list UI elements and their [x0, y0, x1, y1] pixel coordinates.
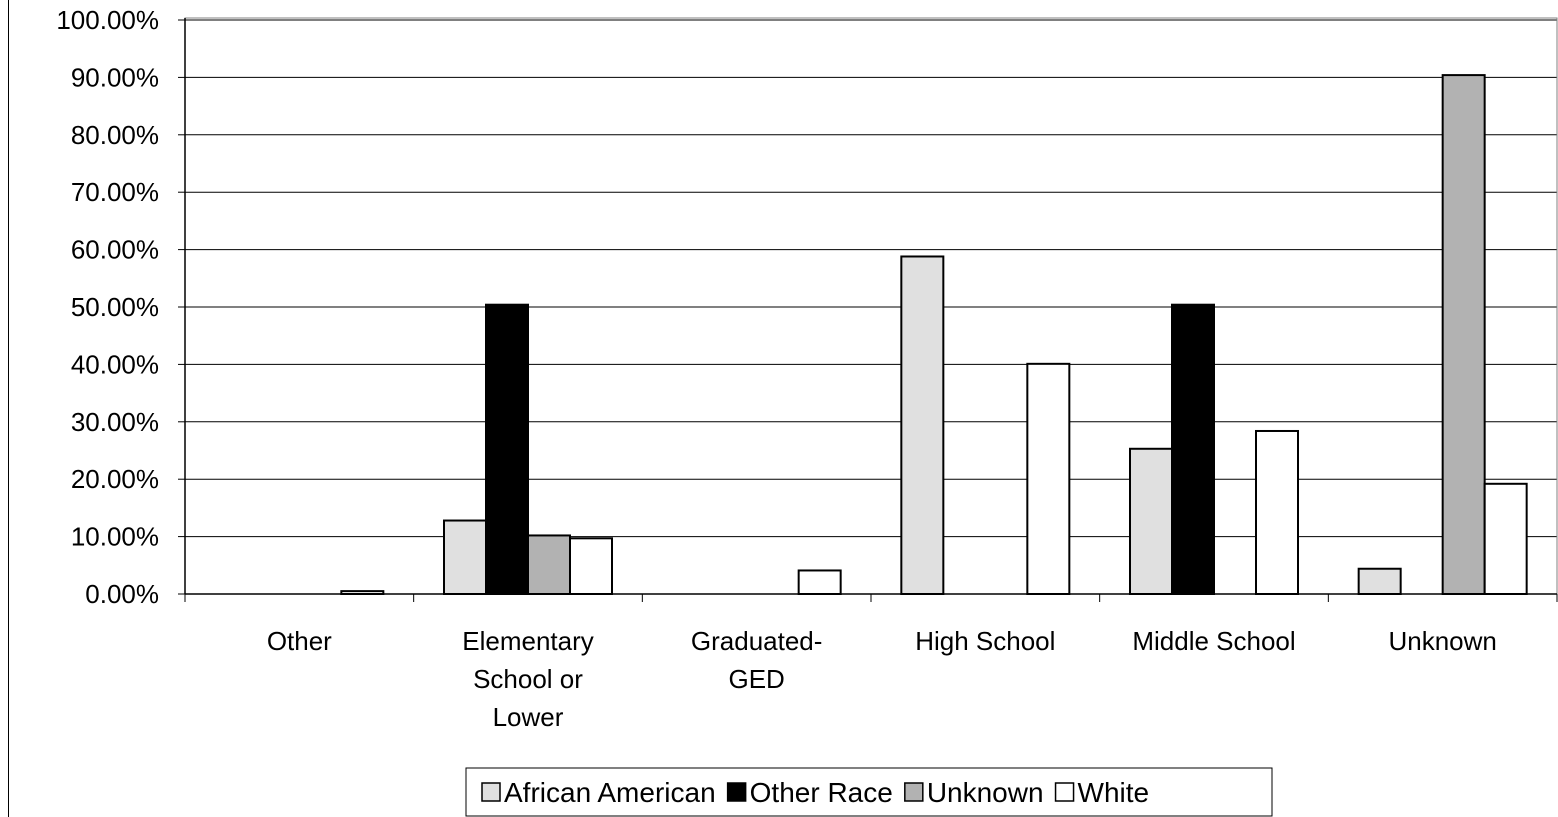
page-frame-line [8, 0, 9, 817]
bar [1171, 303, 1215, 595]
bars [340, 74, 1528, 596]
legend-box [465, 767, 1273, 817]
bar [900, 255, 945, 595]
x-tick-label: Middle School [1132, 626, 1295, 656]
y-tick-label: 20.00% [71, 464, 159, 494]
y-axis: 0.00% 10.00% 20.00% 30.00% 40.00% 50.00% 60.00… [56, 5, 186, 609]
y-tick-label: 60.00% [71, 235, 159, 265]
bar [485, 303, 529, 595]
legend: African American Other Race Unknown White [465, 767, 1273, 817]
x-axis: Other Elementary School or Lower Graduated-G… [184, 593, 1558, 732]
y-tick-label: 10.00% [71, 522, 159, 552]
x-tick-label: Elementary School or Lower [462, 626, 594, 732]
x-tick-label: High School [915, 626, 1055, 656]
bar [443, 519, 487, 596]
y-tick-label: 50.00% [71, 292, 159, 322]
bar [1441, 74, 1486, 595]
x-tick-label: Other [267, 626, 332, 656]
legend-label: Other Race [750, 777, 893, 808]
legend-swatch [726, 782, 747, 802]
legend-label: African American [504, 777, 716, 808]
bar [1255, 429, 1299, 596]
y-tick-label: 30.00% [71, 407, 159, 437]
y-tick-label: 0.00% [85, 579, 159, 609]
bar [1483, 482, 1528, 595]
x-tick-label: Graduated-GED [691, 626, 823, 694]
legend-label: Unknown [927, 777, 1044, 808]
y-tick-label: 40.00% [71, 349, 159, 379]
legend-label: White [1078, 777, 1150, 808]
y-tick-label: 100.00% [56, 5, 159, 35]
y-tick-label: 90.00% [71, 62, 159, 92]
bar [527, 534, 571, 596]
bar [1129, 447, 1173, 596]
gridlines [184, 17, 1558, 595]
legend-swatch [904, 782, 924, 802]
bar [1357, 567, 1402, 596]
y-tick-label: 80.00% [71, 120, 159, 150]
y-tick-label: 70.00% [71, 177, 159, 207]
plot-area-border [184, 17, 1558, 595]
bar [797, 569, 842, 596]
legend-swatch [481, 782, 501, 802]
legend-entries: African American Other Race Unknown White [481, 777, 1150, 808]
legend-swatch [1054, 782, 1075, 802]
bar [569, 537, 613, 596]
bar [1026, 362, 1071, 595]
x-tick-label: Unknown [1388, 626, 1496, 656]
